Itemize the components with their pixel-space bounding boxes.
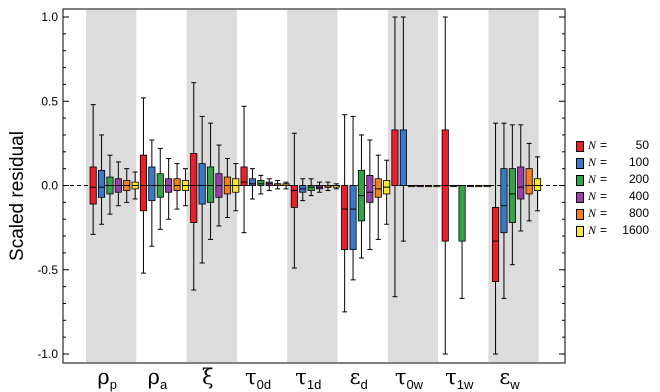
legend-item: N = 400 [575, 188, 657, 205]
box-800 [173, 178, 181, 191]
legend-swatch [576, 209, 584, 220]
legend-swatch [576, 226, 584, 237]
x-tick-label: ρa [148, 365, 168, 392]
legend: N = 50 N = 100 N = 200 N = 400 N = 800 N = 1600 [575, 137, 657, 239]
box-50 [190, 153, 198, 223]
box-800 [525, 168, 533, 195]
box-100 [198, 163, 206, 205]
box-200 [206, 166, 215, 203]
legend-equals: = [600, 206, 608, 220]
legend-item: N = 100 [575, 154, 657, 171]
y-tick-label: -0.5 [37, 263, 58, 277]
legend-value: 100 [628, 155, 649, 169]
box-50 [290, 185, 298, 208]
box-50 [341, 185, 349, 250]
y-tick-label: 1.0 [41, 10, 58, 24]
x-tick-label: τ1d [295, 365, 321, 392]
box-100 [349, 185, 357, 250]
box-400 [517, 166, 525, 200]
legend-equals: = [600, 189, 608, 203]
x-tick-label: τ0w [395, 365, 424, 392]
legend-item: N = 50 [575, 137, 657, 154]
box-50 [89, 166, 97, 205]
legend-item: N = 800 [575, 205, 657, 222]
box-200 [257, 180, 265, 186]
legend-equals: = [600, 172, 608, 186]
legend-n-symbol: N [588, 206, 597, 220]
x-tick-label: εd [350, 365, 368, 392]
box-800 [374, 178, 382, 198]
legend-n-symbol: N [588, 138, 597, 152]
y-tick-label: 0.0 [41, 179, 58, 193]
legend-value: 1600 [622, 223, 649, 237]
box-200 [458, 185, 466, 242]
box-100 [98, 169, 106, 198]
legend-value: 400 [628, 189, 649, 203]
legend-n-symbol: N [588, 155, 597, 169]
box-200 [307, 185, 315, 191]
box-50 [240, 166, 248, 186]
y-tick-label: -1.0 [37, 347, 58, 361]
legend-value: 800 [628, 206, 649, 220]
legend-n-symbol: N [588, 223, 597, 237]
y-axis-label: Scaled residual [7, 131, 28, 261]
box-1600 [534, 178, 542, 191]
legend-equals: = [600, 155, 608, 169]
x-tick-label: εw [499, 365, 520, 392]
x-tick-label: ξ [202, 365, 214, 389]
box-100 [248, 178, 257, 186]
box-100 [399, 129, 407, 186]
box-50 [491, 207, 500, 282]
legend-item: N = 200 [575, 171, 657, 188]
x-tick-label: τ0d [245, 365, 271, 392]
legend-value: 50 [635, 138, 649, 152]
y-tick-label: 0.5 [41, 94, 58, 108]
x-tick-label: ρp [97, 365, 117, 392]
legend-value: 200 [628, 172, 649, 186]
box-200 [508, 168, 516, 223]
box-50 [139, 154, 148, 212]
box-50 [391, 129, 399, 186]
legend-n-symbol: N [588, 189, 597, 203]
box-100 [500, 168, 508, 234]
legend-swatch [576, 175, 584, 186]
box-100 [148, 166, 156, 202]
legend-swatch [576, 158, 584, 169]
legend-swatch [576, 192, 584, 203]
legend-n-symbol: N [588, 172, 597, 186]
x-tick-label: τ1w [445, 365, 474, 392]
box-400 [366, 174, 374, 203]
legend-equals: = [600, 223, 608, 237]
legend-swatch [576, 141, 584, 152]
legend-item: N = 1600 [575, 222, 657, 239]
legend-equals: = [600, 138, 608, 152]
